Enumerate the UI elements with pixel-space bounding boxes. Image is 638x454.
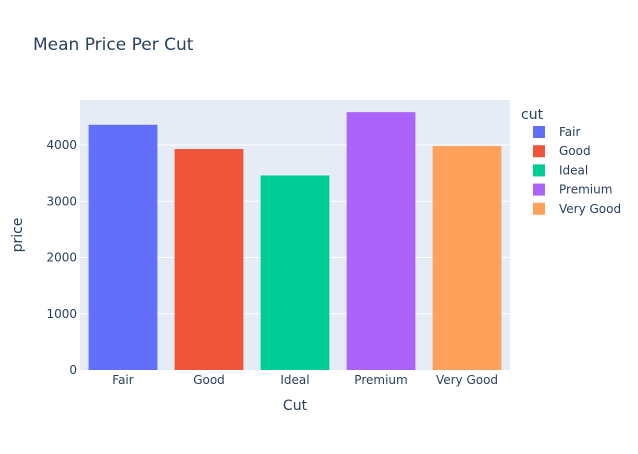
legend-items: Fair Good Ideal Premium Very Good — [533, 125, 621, 216]
legend-swatch — [533, 126, 545, 138]
x-tick-labels: Fair Good Ideal Premium Very Good — [112, 373, 498, 387]
legend-swatch — [533, 164, 545, 177]
x-axis-title: Cut — [283, 398, 308, 414]
y-tick-label: 0 — [69, 363, 77, 377]
bar — [174, 148, 244, 370]
legend: cut Fair Good Ideal Premium Very Good — [521, 107, 621, 216]
x-tick-label: Very Good — [436, 373, 498, 387]
y-tick-label: 4000 — [46, 138, 77, 152]
legend-label: Good — [559, 144, 591, 158]
legend-label: Ideal — [559, 163, 588, 177]
legend-swatch — [533, 145, 545, 158]
bar — [88, 124, 158, 371]
legend-swatch — [533, 183, 545, 196]
x-tick-label: Good — [193, 373, 225, 387]
bar — [260, 175, 330, 370]
y-tick-label: 3000 — [46, 194, 77, 208]
bar — [432, 146, 502, 370]
bar — [346, 112, 416, 371]
legend-swatch — [533, 202, 545, 215]
bars — [88, 112, 502, 371]
y-tick-label: 1000 — [46, 307, 77, 321]
y-tick-labels: 0 1000 2000 3000 4000 — [46, 138, 77, 377]
x-tick-label: Ideal — [280, 373, 309, 387]
legend-title: cut — [521, 107, 544, 123]
legend-label: Fair — [559, 125, 580, 139]
legend-label: Premium — [559, 183, 612, 197]
x-tick-label: Premium — [354, 373, 407, 387]
y-tick-label: 2000 — [46, 251, 77, 265]
chart-title: Mean Price Per Cut — [33, 35, 194, 55]
x-tick-label: Fair — [112, 373, 133, 387]
legend-label: Very Good — [559, 202, 621, 216]
y-axis-title: price — [10, 218, 26, 253]
